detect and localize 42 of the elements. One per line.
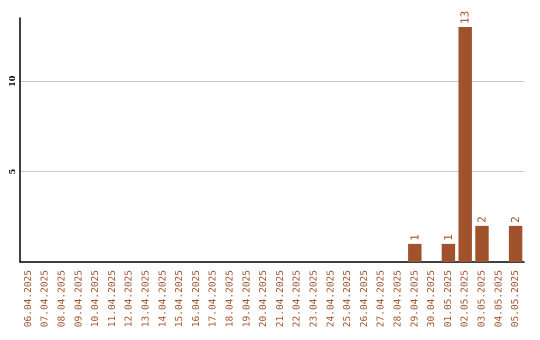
x-tick-label: 07.04.2025 [40,270,51,328]
x-tick-label: 02.05.2025 [460,270,471,328]
x-tick-label: 13.04.2025 [140,270,152,328]
x-tick-label: 11.04.2025 [106,270,118,328]
x-tick-label: 03.05.2025 [476,270,488,328]
x-tick-label: 18.04.2025 [224,270,236,328]
x-tick-label: 04.05.2025 [493,270,504,328]
x-tick-label: 27.04.2025 [376,270,387,328]
x-tick-label: 19.04.2025 [241,270,252,328]
x-tick-label: 20.04.2025 [258,270,270,328]
x-tick-label: 24.04.2025 [325,270,336,328]
data-label: 1 [408,234,422,241]
y-tick-label: 10 [7,75,17,87]
bar [408,244,422,262]
x-tick-label: 30.04.2025 [426,270,438,328]
bar [475,226,489,262]
data-label: 13 [458,10,472,24]
x-tick-label: 15.04.2025 [174,270,186,328]
data-label: 2 [509,216,522,223]
x-tick-label: 16.04.2025 [190,270,202,328]
x-tick-label: 08.04.2025 [56,270,68,328]
x-tick-label: 23.04.2025 [308,270,320,328]
x-tick-label: 26.04.2025 [358,270,370,328]
x-tick-label: 21.04.2025 [274,270,286,328]
x-tick-label: 06.04.2025 [22,270,34,328]
x-tick-label: 17.04.2025 [208,270,219,328]
x-tick-label: 14.04.2025 [157,270,168,328]
bar [508,226,522,262]
x-tick-label: 10.04.2025 [90,270,102,328]
bar [458,27,472,262]
x-tick-label: 09.04.2025 [73,270,84,328]
bar [442,244,456,262]
x-tick-label: 29.04.2025 [409,270,420,328]
x-tick-label: 05.05.2025 [510,270,522,328]
y-tick-label: 5 [7,168,17,174]
x-tick-label: 22.04.2025 [292,270,303,328]
x-tick-label: 12.04.2025 [124,270,135,328]
data-label: 2 [476,216,488,223]
x-tick-label: 01.05.2025 [442,270,454,328]
x-tick-label: 28.04.2025 [392,270,404,328]
data-label: 1 [442,234,455,241]
x-tick-label: 25.04.2025 [342,270,354,328]
